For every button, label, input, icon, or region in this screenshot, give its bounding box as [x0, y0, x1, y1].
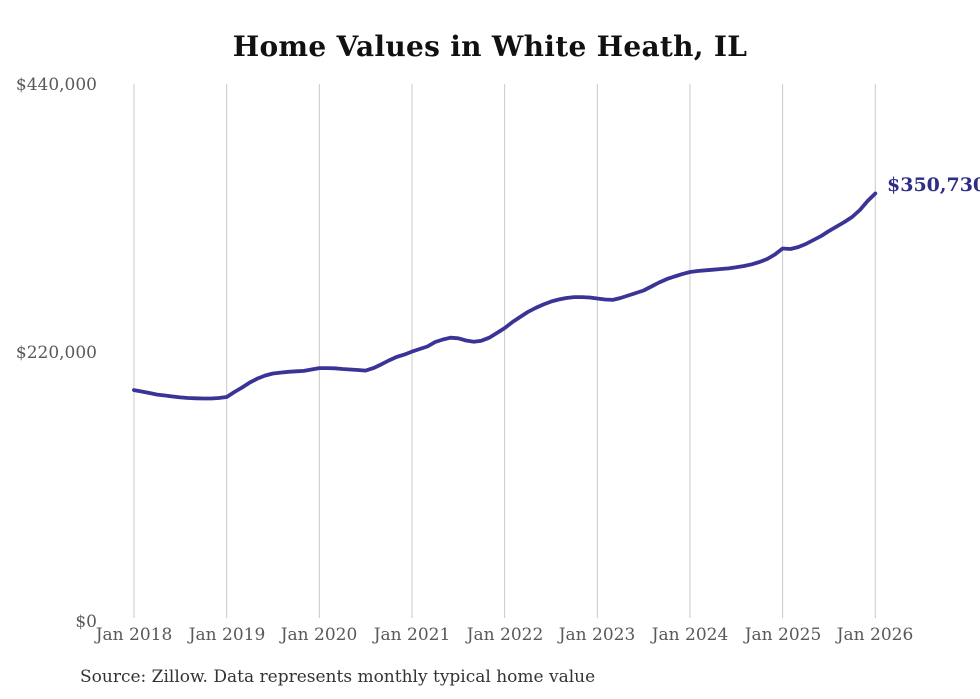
latest-value-label: $350,730	[887, 174, 980, 196]
x-axis-tick-label: Jan 2024	[651, 625, 729, 645]
x-axis-tick-label: Jan 2018	[95, 625, 173, 645]
x-axis-tick-label: Jan 2026	[836, 625, 914, 645]
source-note: Source: Zillow. Data represents monthly …	[80, 667, 596, 687]
x-axis-tick-label: Jan 2022	[466, 625, 544, 645]
y-axis-tick-label: $440,000	[15, 75, 97, 95]
y-axis-tick-label: $220,000	[15, 343, 97, 363]
x-axis-tick-label: Jan 2023	[558, 625, 636, 645]
x-axis-tick-label: Jan 2019	[188, 625, 266, 645]
chart-title: Home Values in White Heath, IL	[232, 30, 748, 63]
y-axis-tick-label: $0	[75, 612, 97, 632]
x-axis-tick-label: Jan 2025	[744, 625, 822, 645]
x-axis-tick-label: Jan 2020	[280, 625, 358, 645]
home-value-series-line	[132, 191, 878, 401]
x-axis-tick-label: Jan 2021	[373, 625, 451, 645]
